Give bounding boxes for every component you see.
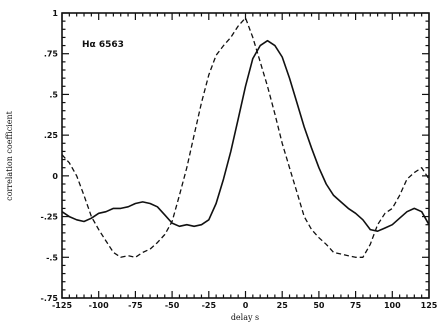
y-tick-label: 1	[52, 9, 58, 18]
annotation: Hα 6563	[82, 40, 124, 50]
series-line-solid	[61, 39, 430, 232]
x-tick-label: -125	[52, 301, 72, 310]
x-tick-label: 100	[384, 301, 401, 310]
y-tick-label: 0	[52, 172, 58, 181]
y-tick-label: .75	[44, 50, 59, 59]
y-axis-title: correlation coefficient	[5, 110, 14, 200]
series-layer	[61, 17, 430, 258]
ticks-layer: -125 -100 -75 -50 -25 0 25 50 75 100 125 -.75 -.5 -.2…	[41, 9, 438, 310]
y-tick-label: -.5	[46, 253, 58, 262]
x-tick-label: -75	[128, 301, 143, 310]
x-tick-label: 125	[421, 301, 438, 310]
x-tick-label: 75	[350, 301, 362, 310]
x-tick-label: -100	[89, 301, 109, 310]
plot-frame	[61, 12, 430, 299]
x-tick-label: 50	[313, 301, 325, 310]
y-tick-label: .5	[49, 90, 58, 99]
y-tick-label: -.75	[41, 294, 59, 303]
y-tick-label: -.25	[41, 213, 59, 222]
series-line-dashed	[61, 17, 430, 258]
x-tick-label: 25	[277, 301, 289, 310]
x-tick-label: -50	[165, 301, 180, 310]
x-axis-title: delay s	[231, 313, 259, 322]
x-tick-label: 0	[243, 301, 249, 310]
x-tick-label: -25	[202, 301, 217, 310]
y-tick-label: .25	[44, 131, 59, 140]
